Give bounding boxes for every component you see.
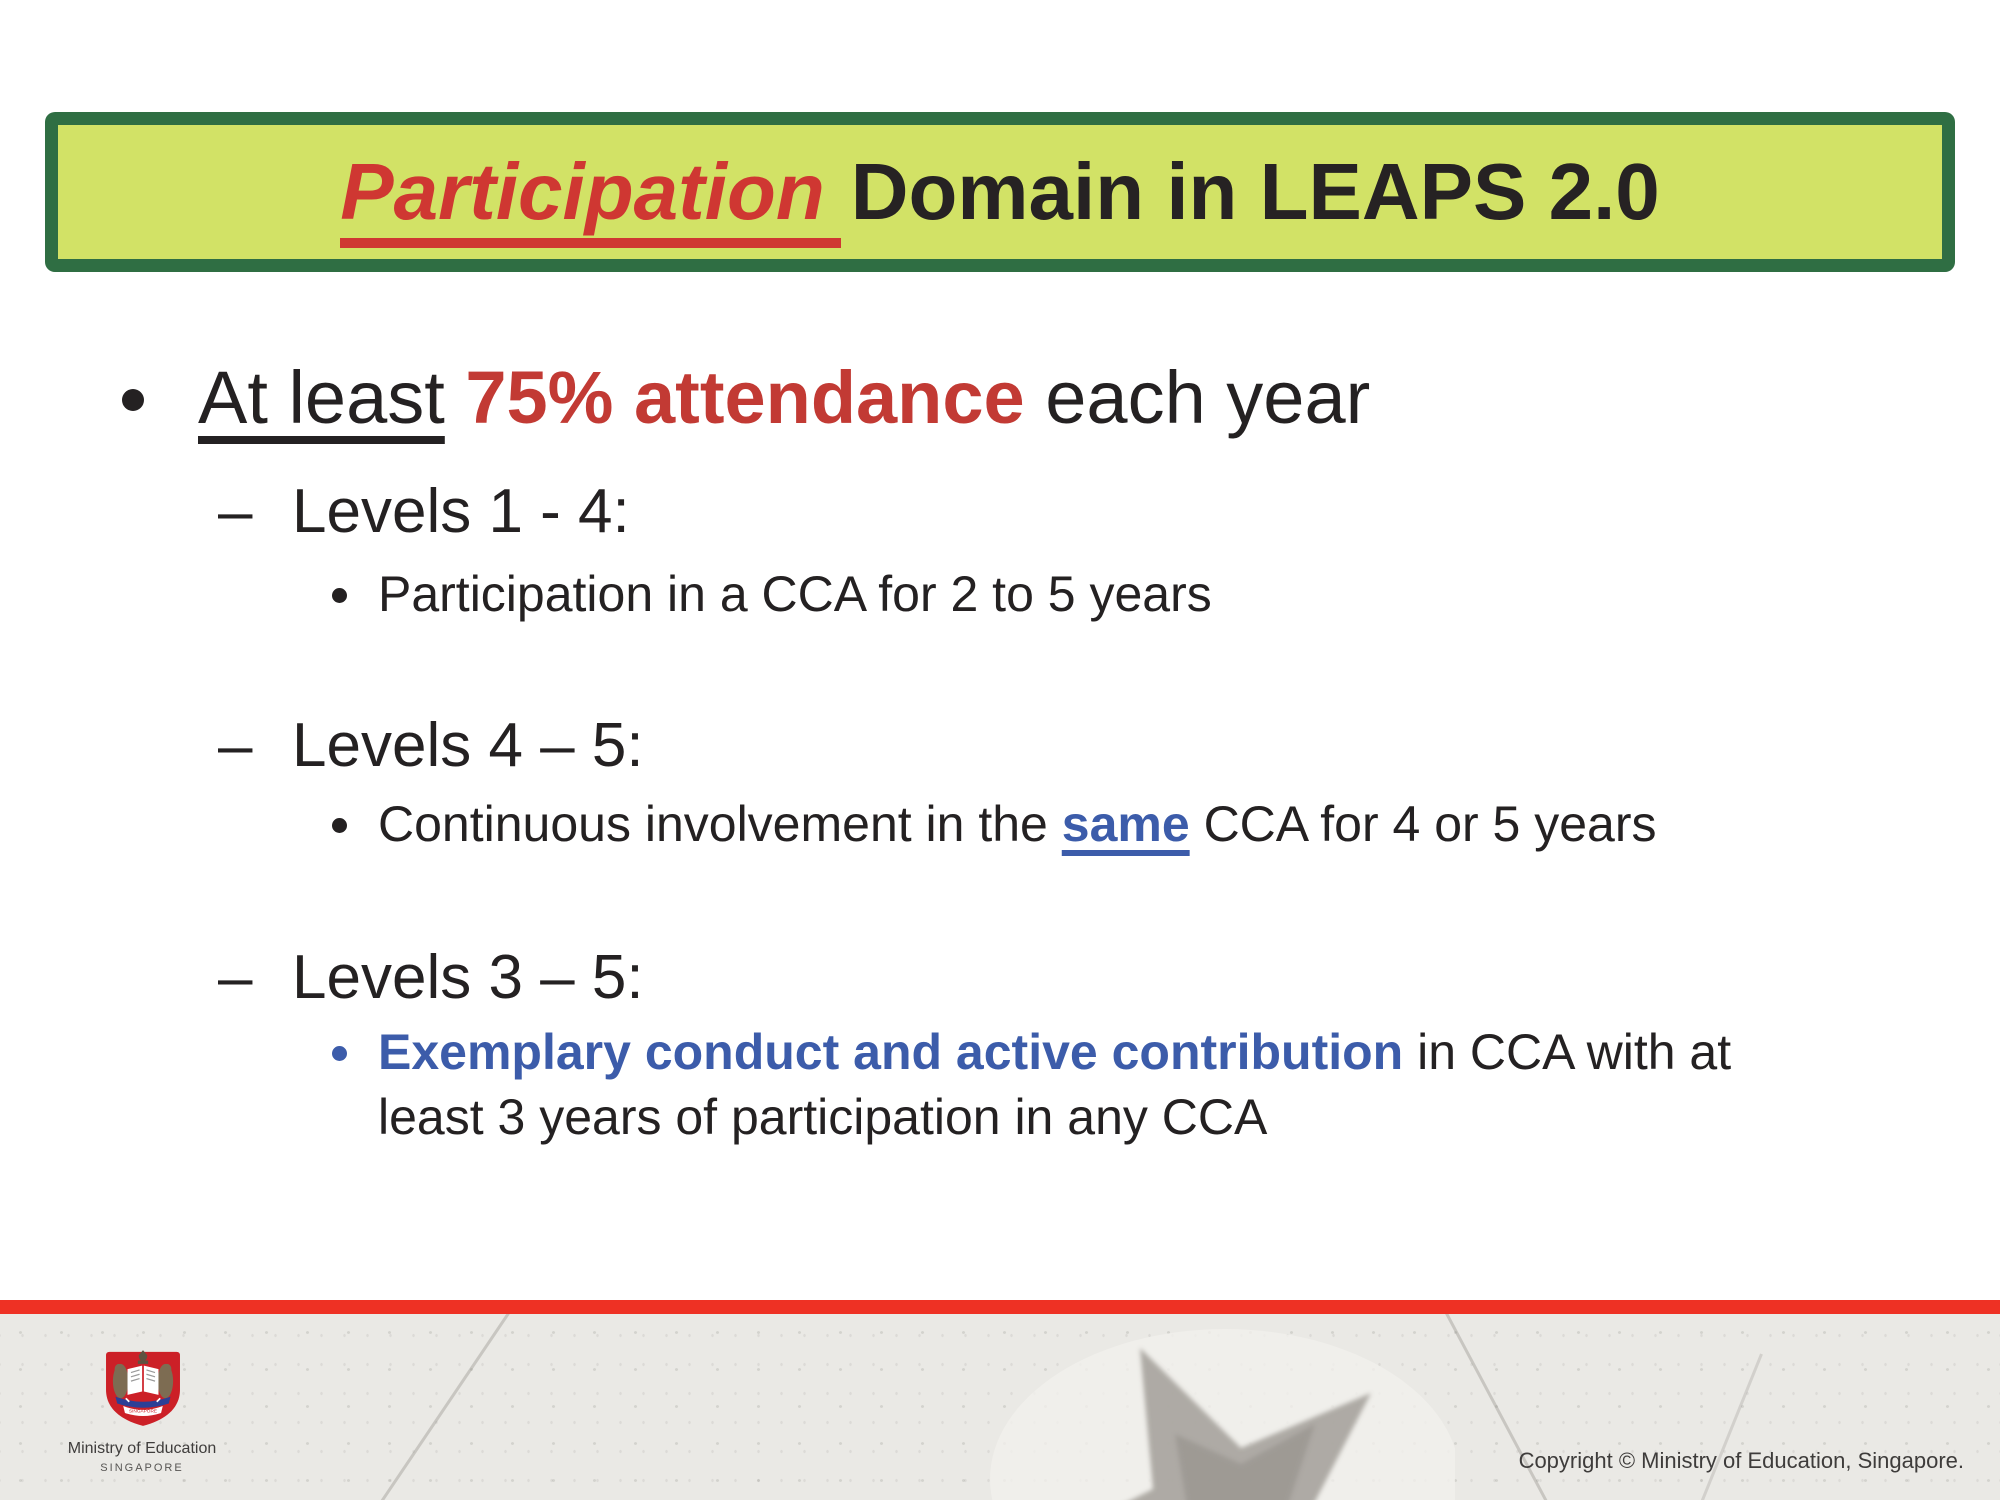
heading-levels-1-4-text: Levels 1 - 4:: [292, 477, 630, 546]
title-banner: Participation Domain in LEAPS 2.0: [45, 112, 1955, 272]
exemplary-post: in CCA with at: [1417, 1024, 1732, 1080]
heading-levels-4-5: – Levels 4 – 5:: [218, 710, 644, 781]
bullet-continuous-involvement: Continuous involvement in the same CCA f…: [330, 792, 1950, 857]
starfish-photo: [975, 1314, 1460, 1500]
bullet-icon: [332, 1046, 347, 1061]
crest-banner-text: SINGAPORE: [129, 1409, 157, 1415]
sand-crack-line: [1677, 1353, 1763, 1500]
attendance-highlight: 75% attendance: [465, 356, 1025, 439]
logo-org-name: Ministry of Education: [67, 1440, 217, 1457]
continuous-pre: Continuous involvement in the: [378, 796, 1048, 852]
page-title: Participation Domain in LEAPS 2.0: [340, 147, 1660, 249]
bullet-exemplary-conduct: Exemplary conduct and active contributio…: [330, 1020, 1950, 1150]
bullet-icon: [332, 818, 347, 833]
crest-banner: [123, 1406, 163, 1416]
heading-levels-1-4: – Levels 1 - 4:: [218, 476, 630, 547]
bullet-exemplary-text: Exemplary conduct and active contributio…: [378, 1020, 1731, 1150]
dash-icon: –: [218, 943, 253, 1012]
bullet-attendance-text: At least 75% attendance each year: [198, 357, 1370, 438]
crest-lamp-icon: [138, 1350, 148, 1362]
bullet-participation-2-5-years: Participation in a CCA for 2 to 5 years: [330, 562, 1950, 627]
moe-crest-logo: SINGAPORE: [100, 1348, 186, 1433]
sand-crack-line: [374, 1314, 523, 1500]
exemplary-line2: least 3 years of participation in any CC…: [378, 1089, 1268, 1145]
attendance-rest: each year: [1045, 356, 1371, 439]
bullet-attendance: At least 75% attendance each year: [120, 357, 1370, 438]
red-divider-bar: [0, 1300, 2000, 1314]
bullet-continuous-text: Continuous involvement in the same CCA f…: [378, 792, 1657, 857]
bullet-participation-text: Participation in a CCA for 2 to 5 years: [378, 566, 1212, 622]
continuous-emphasis: same: [1061, 796, 1190, 852]
exemplary-emphasis: Exemplary conduct and active contributio…: [378, 1024, 1404, 1080]
dash-icon: –: [218, 711, 253, 780]
footer: SINGAPORE Ministry of Education SINGAPOR…: [0, 1314, 2000, 1500]
dash-icon: –: [218, 477, 253, 546]
copyright-text: Copyright © Ministry of Education, Singa…: [1518, 1448, 1964, 1473]
attendance-underlined: At least: [198, 356, 445, 439]
heading-levels-3-5-text: Levels 3 – 5:: [292, 943, 644, 1012]
heading-levels-4-5-text: Levels 4 – 5:: [292, 711, 644, 780]
title-highlight: Participation: [340, 147, 841, 249]
continuous-post: CCA for 4 or 5 years: [1203, 796, 1657, 852]
crest-ribbon: [115, 1396, 171, 1408]
logo-country: SINGAPORE: [100, 1462, 184, 1474]
title-rest: Domain in LEAPS 2.0: [850, 147, 1660, 237]
bullet-icon: [122, 389, 144, 411]
bullet-icon: [332, 588, 347, 603]
heading-levels-3-5: – Levels 3 – 5:: [218, 942, 644, 1013]
